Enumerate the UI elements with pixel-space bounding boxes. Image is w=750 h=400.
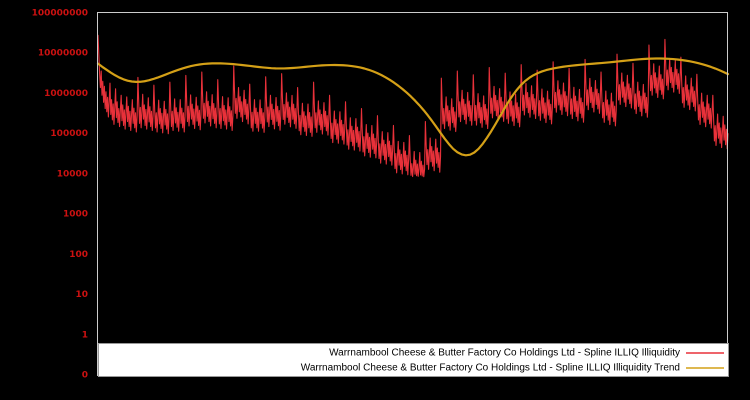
series-illiquidity-line	[97, 34, 729, 178]
chart-legend[interactable]: Warrnambool Cheese & Butter Factory Co H…	[98, 343, 729, 377]
legend-box	[98, 343, 729, 377]
legend-label: Warrnambool Cheese & Butter Factory Co H…	[329, 348, 680, 359]
y-axis-tick-label: 100	[69, 250, 88, 260]
y-axis-tick-labels: 1000000001000000010000001000001000010001…	[32, 9, 88, 381]
legend-label: Warrnambool Cheese & Butter Factory Co H…	[301, 363, 680, 374]
series-illiquidity-trend-line	[96, 57, 730, 157]
y-axis-tick-label: 10	[75, 290, 88, 300]
y-axis-tick-label: 100000000	[32, 9, 88, 19]
y-axis-tick-label: 100000	[50, 129, 88, 139]
y-axis-tick-label: 1	[82, 330, 88, 340]
y-axis-tick-label: 1000000	[44, 89, 88, 99]
y-axis-tick-label: 0	[82, 371, 88, 381]
y-axis-tick-label: 1000	[63, 210, 88, 220]
series-layer	[96, 34, 730, 178]
y-axis-tick-label: 10000000	[38, 49, 88, 59]
y-axis-tick-label: 10000	[57, 169, 88, 179]
